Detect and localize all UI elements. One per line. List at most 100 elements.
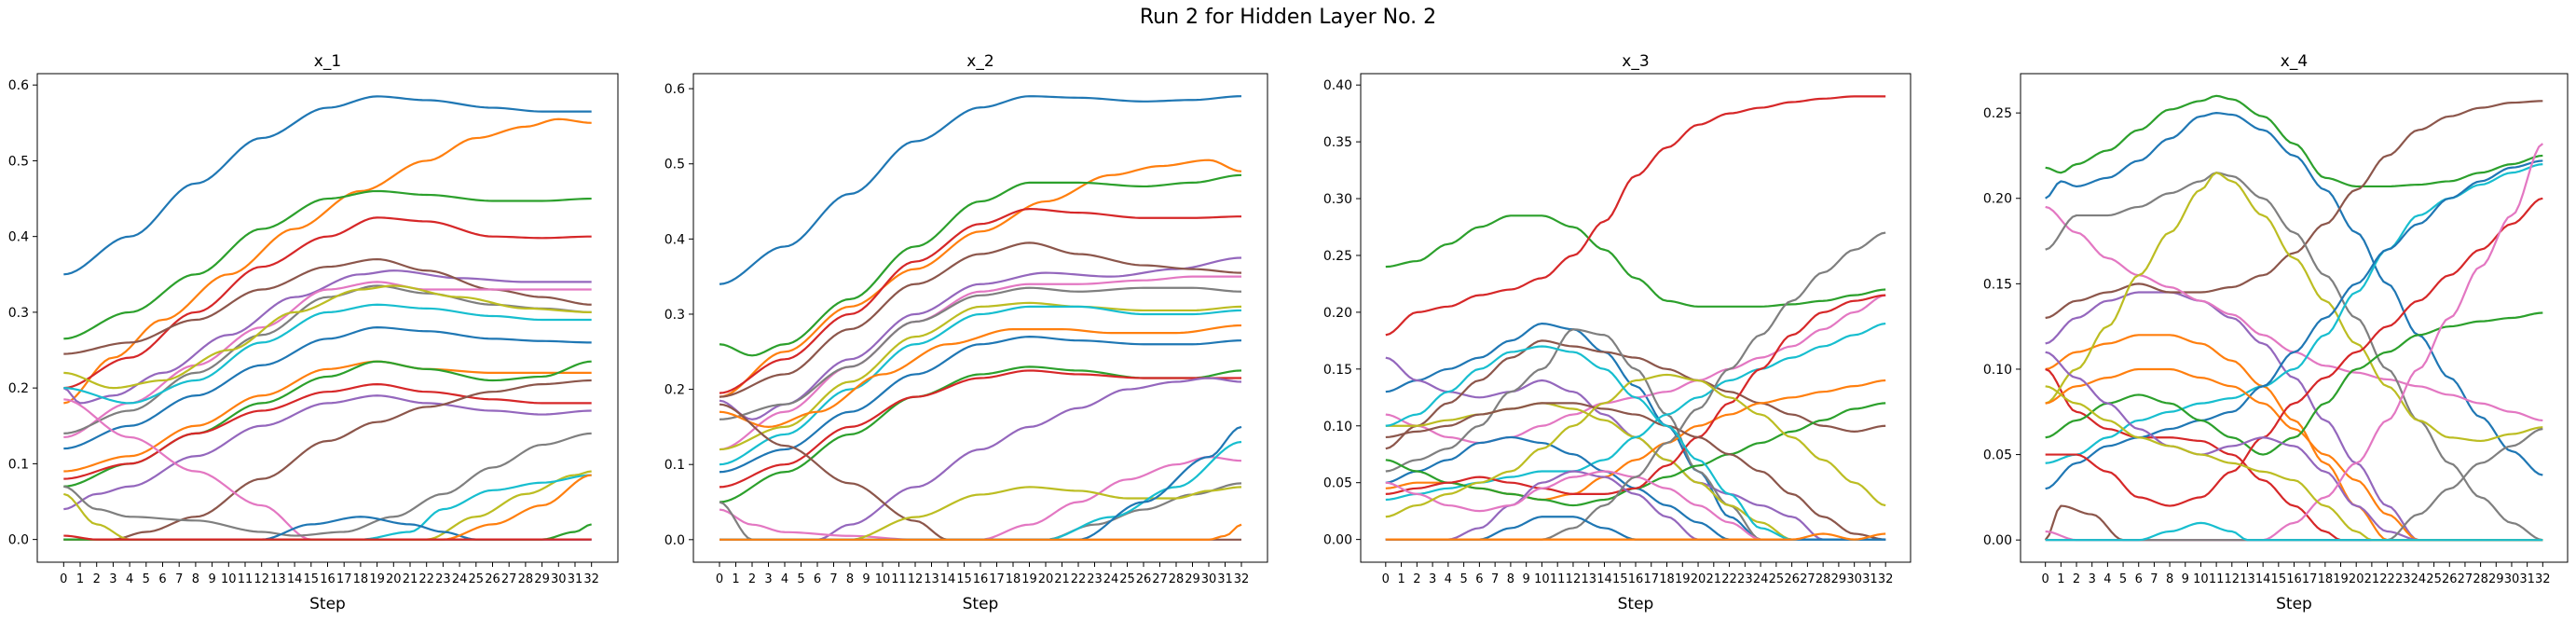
series-line-5 bbox=[62, 269, 592, 405]
x-tick-label: 11 bbox=[891, 572, 907, 586]
x-tick-label: 25 bbox=[469, 572, 485, 586]
x-tick-label: 28 bbox=[2473, 572, 2488, 586]
x-tick-label: 16 bbox=[2286, 572, 2302, 586]
x-tick-label: 10 bbox=[2193, 572, 2209, 586]
y-tick-label: 0.6 bbox=[8, 78, 29, 93]
x-tick-label: 8 bbox=[1507, 572, 1514, 586]
x-axis-label: Step bbox=[2276, 595, 2312, 613]
x-tick-label: 16 bbox=[320, 572, 336, 586]
y-tick-label: 0.3 bbox=[8, 306, 29, 321]
x-tick-label: 0 bbox=[2042, 572, 2049, 586]
series-line-6 bbox=[2045, 100, 2543, 320]
x-tick-label: 19 bbox=[1021, 572, 1037, 586]
x-tick-label: 9 bbox=[862, 572, 870, 586]
x-tick-label: 1 bbox=[1397, 572, 1404, 586]
x-tick-label: 7 bbox=[175, 572, 183, 586]
y-tick-label: 0.0 bbox=[665, 533, 685, 548]
x-tick-label: 26 bbox=[2442, 572, 2458, 586]
x-tick-label: 18 bbox=[2318, 572, 2334, 586]
x-tick-label: 27 bbox=[1800, 572, 1816, 586]
x-tick-label: 15 bbox=[1612, 572, 1628, 586]
y-tick-label: 0.40 bbox=[1323, 78, 1352, 93]
series-line-10 bbox=[2045, 163, 2543, 464]
y-tick-label: 0.00 bbox=[1983, 533, 2012, 548]
subplot-title: x_1 bbox=[314, 52, 341, 71]
y-tick-label: 0.15 bbox=[1323, 363, 1352, 378]
series-line-9 bbox=[2045, 172, 2543, 443]
x-tick-label: 10 bbox=[1534, 572, 1550, 586]
y-tick-label: 0.20 bbox=[1983, 192, 2012, 207]
x-axis-label: Step bbox=[309, 595, 346, 613]
series-line-22 bbox=[1385, 532, 1886, 541]
x-tick-label: 18 bbox=[353, 572, 369, 586]
x-tick-label: 8 bbox=[846, 572, 854, 586]
series-line-18 bbox=[63, 432, 592, 537]
x-tick-label: 8 bbox=[192, 572, 199, 586]
series-line-10 bbox=[63, 303, 592, 405]
series-line-15 bbox=[2045, 351, 2543, 542]
x-tick-label: 26 bbox=[1136, 572, 1152, 586]
x-tick-label: 12 bbox=[908, 572, 924, 586]
series-line-16 bbox=[719, 403, 1241, 541]
x-tick-label: 31 bbox=[2519, 572, 2535, 586]
x-tick-label: 28 bbox=[1816, 572, 1831, 586]
series-line-16 bbox=[63, 379, 592, 541]
x-tick-label: 4 bbox=[2103, 572, 2111, 586]
series-line-9 bbox=[63, 284, 592, 390]
series-line-14 bbox=[63, 382, 592, 480]
series-line-13 bbox=[719, 365, 1242, 503]
y-tick-label: 0.6 bbox=[665, 82, 685, 97]
series-line-12 bbox=[719, 324, 1242, 428]
series-line-6 bbox=[1385, 339, 1886, 450]
y-tick-label: 0.05 bbox=[1323, 476, 1352, 491]
x-tick-label: 10 bbox=[221, 572, 237, 586]
x-tick-label: 27 bbox=[1152, 572, 1168, 586]
series-group bbox=[2044, 94, 2544, 542]
x-tick-label: 23 bbox=[1737, 572, 1753, 586]
x-tick-label: 2 bbox=[93, 572, 101, 586]
x-tick-label: 32 bbox=[583, 572, 599, 586]
series-line-22 bbox=[63, 474, 592, 541]
series-line-1 bbox=[719, 95, 1242, 285]
axes-frame bbox=[692, 73, 1268, 563]
x-tick-label: 24 bbox=[1753, 572, 1769, 586]
x-tick-label: 30 bbox=[1201, 572, 1217, 586]
x-tick-label: 17 bbox=[1643, 572, 1659, 586]
x-tick-label: 21 bbox=[2364, 572, 2380, 586]
x-tick-label: 29 bbox=[534, 572, 550, 586]
x-tick-label: 8 bbox=[2166, 572, 2173, 586]
x-tick-label: 1 bbox=[2057, 572, 2064, 586]
x-tick-label: 19 bbox=[1675, 572, 1691, 586]
series-line-21 bbox=[63, 516, 592, 541]
x-tick-label: 31 bbox=[1862, 572, 1878, 586]
series-line-11 bbox=[63, 326, 592, 450]
y-tick-label: 0.3 bbox=[665, 308, 685, 323]
x-tick-label: 17 bbox=[2302, 572, 2318, 586]
x-axis-label: Step bbox=[963, 595, 999, 613]
x-tick-label: 24 bbox=[1103, 572, 1119, 586]
series-line-2 bbox=[719, 158, 1242, 398]
series-line-16 bbox=[1385, 402, 1886, 541]
x-tick-label: 30 bbox=[1846, 572, 1862, 586]
x-tick-label: 11 bbox=[2209, 572, 2225, 586]
x-tick-label: 3 bbox=[1429, 572, 1436, 586]
x-tick-label: 0 bbox=[716, 572, 723, 586]
x-tick-label: 4 bbox=[126, 572, 133, 586]
series-line-8 bbox=[719, 286, 1242, 420]
x-tick-label: 27 bbox=[2458, 572, 2473, 586]
x-tick-label: 26 bbox=[1784, 572, 1800, 586]
series-line-1 bbox=[2045, 112, 2543, 476]
x-tick-label: 28 bbox=[518, 572, 534, 586]
series-line-3 bbox=[63, 189, 592, 340]
series-line-11 bbox=[719, 336, 1242, 474]
series-line-4 bbox=[2045, 367, 2543, 542]
x-tick-label: 20 bbox=[1038, 572, 1054, 586]
x-tick-label: 18 bbox=[1006, 572, 1021, 586]
x-tick-label: 23 bbox=[1087, 572, 1103, 586]
x-tick-label: 1 bbox=[76, 572, 84, 586]
axes-frame bbox=[2020, 73, 2569, 563]
series-line-5 bbox=[719, 256, 1242, 420]
x-tick-label: 32 bbox=[1878, 572, 1894, 586]
